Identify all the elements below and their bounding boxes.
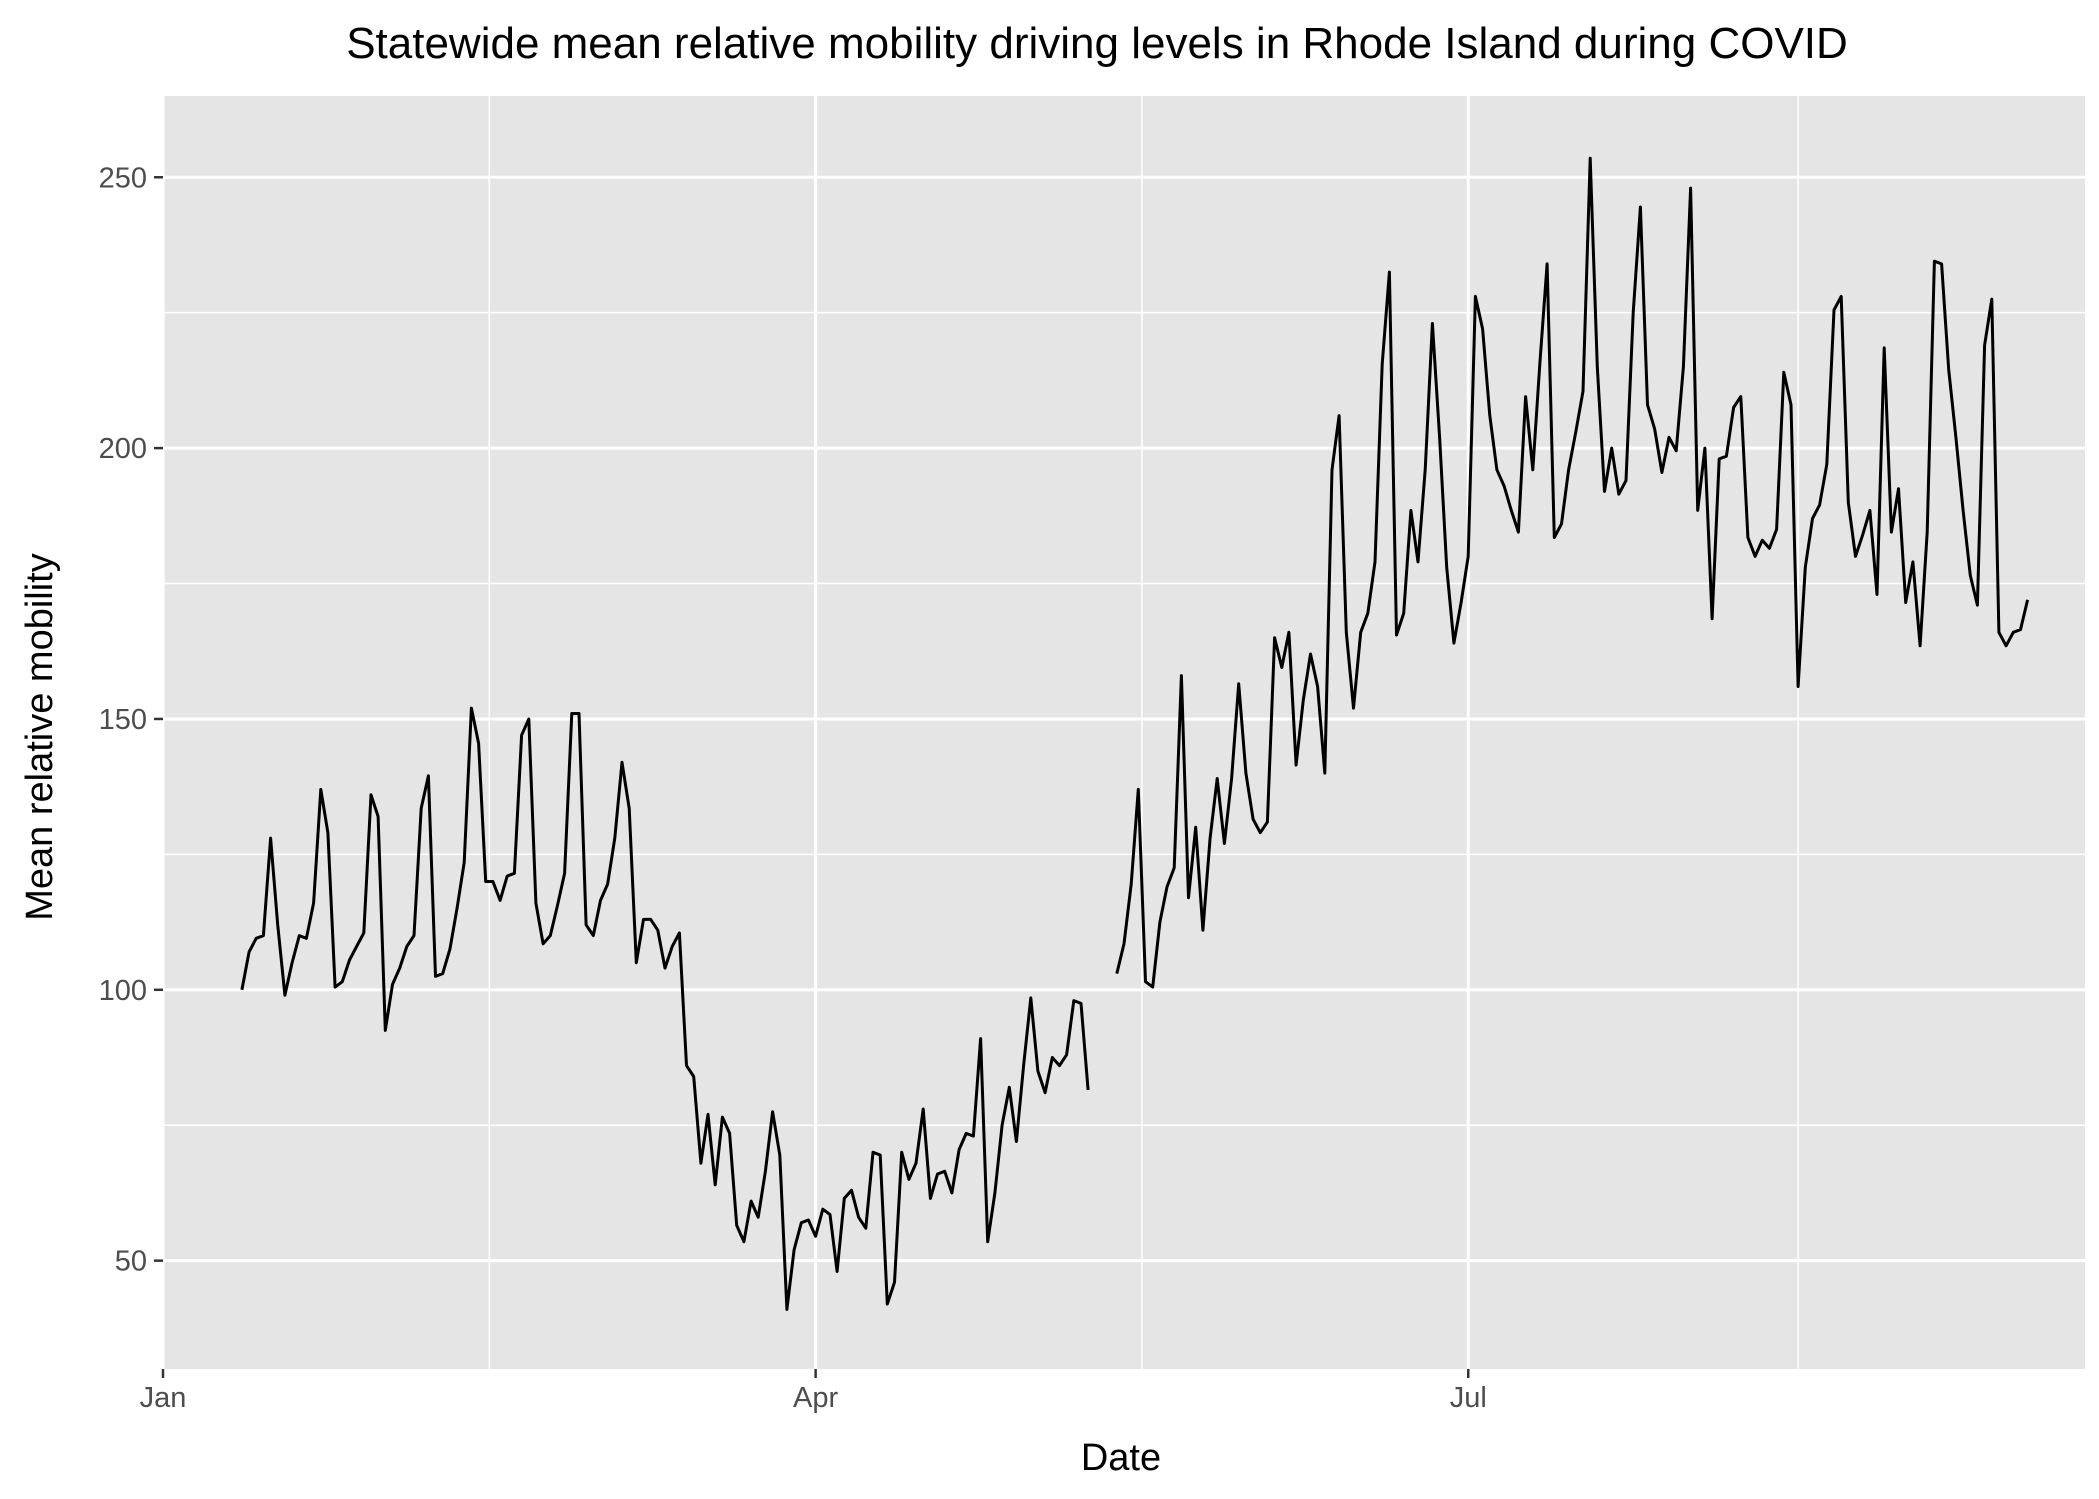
y-axis-title: Mean relative mobility (19, 553, 61, 920)
x-tick-label-2: Jul (1450, 1382, 1487, 1414)
series-line-0 (240, 156, 2030, 1311)
x-tick-label-0: Jan (140, 1382, 187, 1414)
y-axis: 50 100 150 200 250 (99, 162, 163, 1278)
x-axis: Jan Apr Jul (140, 1369, 1487, 1414)
x-axis-title: Date (1081, 1437, 1161, 1479)
series-group (240, 156, 2030, 1311)
chart-title: Statewide mean relative mobility driving… (346, 19, 1848, 68)
x-tick-label-1: Apr (793, 1382, 838, 1414)
y-tick-label-2: 150 (99, 704, 147, 736)
y-tick-label-1: 100 (99, 975, 147, 1007)
y-tick-label-0: 50 (115, 1246, 147, 1278)
y-tick-label-3: 200 (99, 433, 147, 465)
plot-panel (163, 96, 2085, 1369)
major-gridlines (161, 96, 2085, 1369)
y-tick-label-4: 250 (99, 162, 147, 194)
